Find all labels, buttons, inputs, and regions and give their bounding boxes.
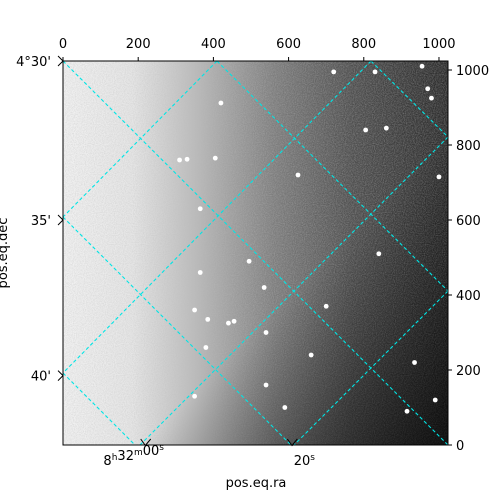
x-axis-title: pos.eq.ra bbox=[226, 476, 287, 491]
grid-line-dec bbox=[139, 136, 448, 445]
source-point bbox=[261, 285, 267, 290]
ra-tick bbox=[145, 438, 152, 446]
source-point bbox=[436, 174, 442, 180]
source-point bbox=[308, 352, 314, 358]
dec-tick bbox=[57, 55, 64, 62]
source-point bbox=[425, 86, 431, 92]
source-point bbox=[246, 258, 252, 264]
dec-tick bbox=[57, 60, 64, 67]
source-layer bbox=[177, 63, 442, 414]
y-pixel-tick-label: 800 bbox=[456, 139, 481, 154]
x-pixel-tick-label: 1000 bbox=[422, 37, 455, 52]
dec-tick bbox=[57, 375, 64, 381]
dec-tick bbox=[57, 214, 64, 221]
x-pixel-tick-label: 600 bbox=[276, 37, 301, 52]
source-point bbox=[203, 345, 209, 350]
source-point bbox=[376, 251, 382, 257]
image-plot-area bbox=[62, 60, 449, 446]
y-pixel-tick-label: 1000 bbox=[456, 64, 489, 79]
source-point bbox=[282, 405, 288, 410]
ra-tick-label: 8h32m00s bbox=[103, 443, 164, 469]
x-pixel-tick-label: 200 bbox=[126, 37, 151, 52]
ra-tick bbox=[140, 438, 147, 447]
plot-frame bbox=[62, 60, 449, 446]
source-point bbox=[323, 303, 329, 309]
source-point bbox=[226, 320, 231, 326]
source-point bbox=[212, 155, 218, 161]
source-point bbox=[205, 316, 211, 322]
world-axis-ticks: 8h32m00s 20s 4°30' 35' 40' bbox=[16, 55, 315, 469]
source-point bbox=[263, 382, 269, 388]
dec-tick-label: 4°30' bbox=[16, 55, 51, 70]
y-axis-title: pos.eq.dec bbox=[0, 218, 11, 289]
grid-line-ra bbox=[63, 61, 448, 445]
source-point bbox=[192, 307, 197, 313]
x-pixel-tick-label: 800 bbox=[351, 37, 376, 52]
source-point bbox=[263, 330, 269, 335]
source-point bbox=[419, 63, 425, 69]
source-point bbox=[372, 69, 378, 75]
y-pixel-tick-label: 200 bbox=[456, 364, 481, 379]
source-point bbox=[383, 125, 389, 131]
grid-line-dec bbox=[293, 290, 448, 445]
x-pixel-tick-label: 400 bbox=[201, 37, 226, 52]
source-point bbox=[197, 270, 203, 275]
y-pixel-tick-label: 400 bbox=[456, 289, 481, 304]
grid-line-dec bbox=[63, 61, 218, 218]
source-point bbox=[429, 95, 434, 101]
source-point bbox=[192, 393, 197, 399]
y-pixel-tick-label: 600 bbox=[456, 214, 481, 229]
grid-line-dec bbox=[63, 61, 372, 374]
source-point bbox=[231, 318, 237, 324]
source-point bbox=[218, 100, 224, 106]
source-point bbox=[432, 397, 438, 403]
source-point bbox=[177, 157, 182, 163]
grid-line-ra bbox=[216, 61, 448, 292]
dec-tick bbox=[57, 219, 64, 226]
source-point bbox=[404, 408, 410, 414]
dec-tick-label: 40' bbox=[31, 370, 51, 385]
pixel-axis-ticks: 0 200 400 600 800 1000 0 200 400 600 800 1000 bbox=[59, 37, 489, 454]
source-point bbox=[363, 127, 369, 133]
x-pixel-tick-label: 0 bbox=[59, 37, 67, 52]
source-point bbox=[295, 172, 301, 178]
grid-line-ra bbox=[63, 372, 136, 445]
ra-tick-label: 20s bbox=[294, 453, 316, 469]
dec-tick bbox=[57, 370, 64, 376]
ra-tick bbox=[291, 438, 298, 446]
source-point bbox=[331, 69, 337, 75]
coordinate-grid bbox=[63, 61, 448, 445]
dec-tick-label: 35' bbox=[31, 214, 51, 229]
source-point bbox=[412, 360, 417, 365]
source-point bbox=[197, 206, 203, 212]
y-pixel-tick-label: 0 bbox=[456, 439, 464, 454]
grid-line-ra bbox=[370, 61, 448, 138]
source-point bbox=[184, 156, 190, 162]
ra-tick bbox=[286, 438, 293, 447]
